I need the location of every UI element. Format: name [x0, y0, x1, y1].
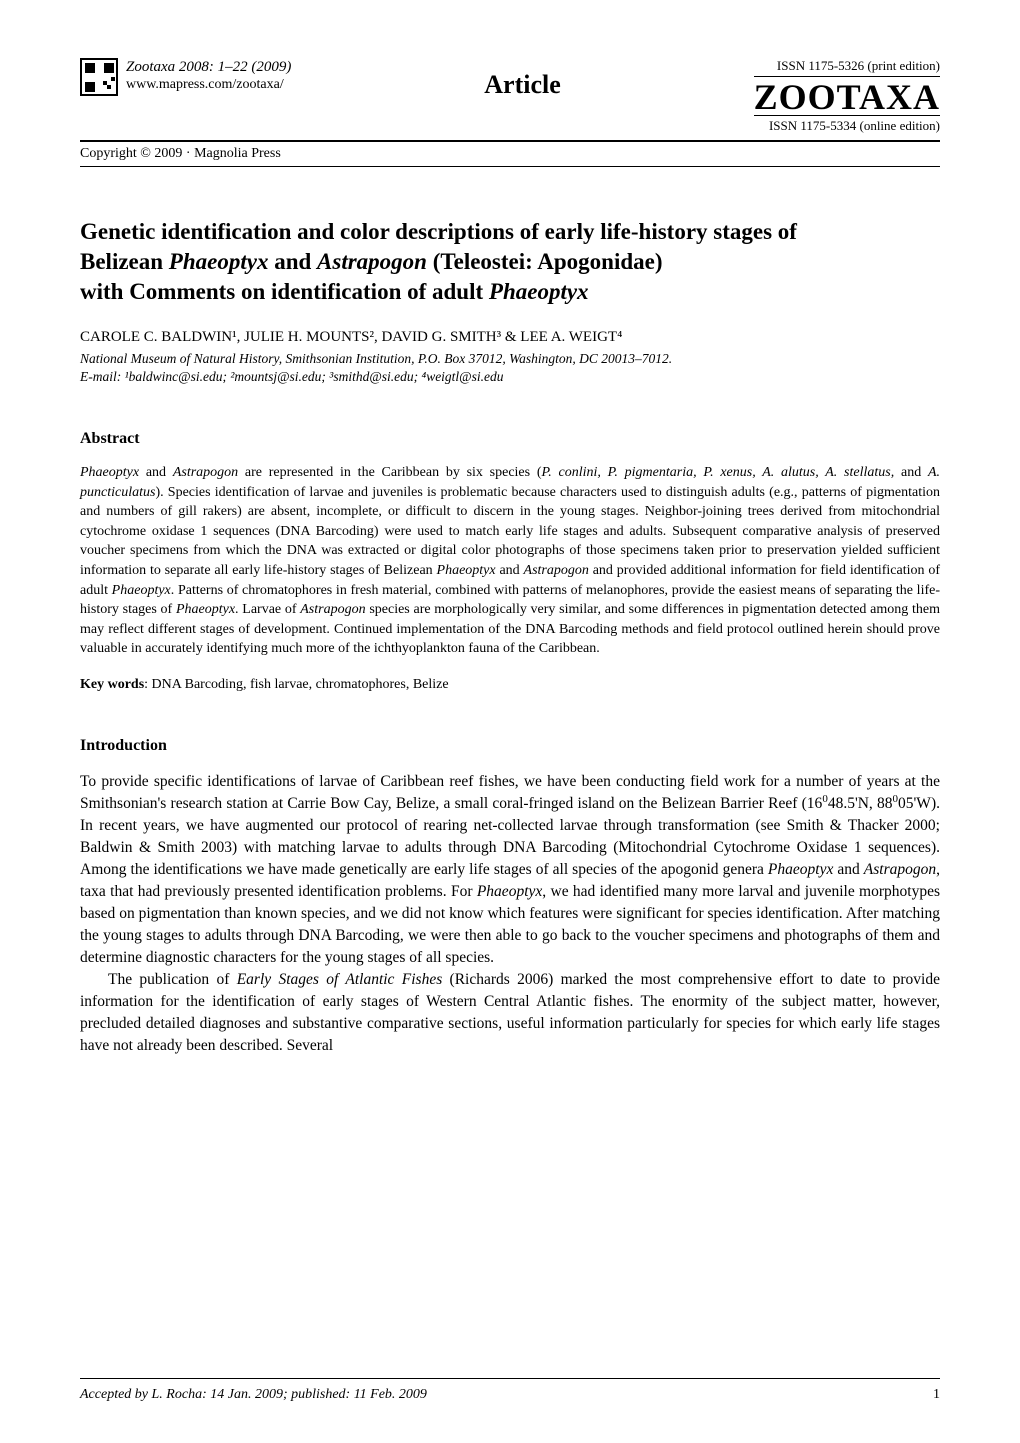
- affiliation-block: National Museum of Natural History, Smit…: [80, 350, 940, 386]
- issn-online: ISSN 1175-5334 (online edition): [754, 115, 940, 134]
- intro-paragraph-1: To provide specific identifications of l…: [80, 771, 940, 969]
- title-genus1: Phaeoptyx: [169, 249, 269, 274]
- intro-paragraph-2: The publication of Early Stages of Atlan…: [80, 969, 940, 1057]
- introduction-body: To provide specific identifications of l…: [80, 771, 940, 1057]
- title-line2e: (Teleostei: Apogonidae): [427, 249, 663, 274]
- title-genus3: Phaeoptyx: [489, 279, 589, 304]
- abstract-heading: Abstract: [80, 430, 940, 448]
- header-right-block: ISSN 1175-5326 (print edition) ZOOTAXA I…: [754, 58, 940, 134]
- qr-code-icon: [80, 58, 118, 96]
- article-label: Article: [484, 70, 561, 100]
- journal-header: Zootaxa 2008: 1–22 (2009) www.mapress.co…: [80, 58, 940, 167]
- title-line2c: and: [268, 249, 317, 274]
- journal-citation: Zootaxa 2008: 1–22 (2009): [126, 58, 291, 77]
- abstract-body: Phaeoptyx and Astrapogon are represented…: [80, 463, 940, 659]
- page-footer: Accepted by L. Rocha: 14 Jan. 2009; publ…: [80, 1378, 940, 1403]
- keywords-line: Key words: DNA Barcoding, fish larvae, c…: [80, 677, 940, 693]
- title-genus2: Astrapogon: [317, 249, 427, 274]
- copyright-text: Copyright © 2009 · Magnolia Press: [80, 146, 281, 162]
- issn-print: ISSN 1175-5326 (print edition): [754, 58, 940, 77]
- copyright-row: Copyright © 2009 · Magnolia Press: [80, 141, 940, 167]
- accepted-line: Accepted by L. Rocha: 14 Jan. 2009; publ…: [80, 1387, 427, 1403]
- header-top-row: Zootaxa 2008: 1–22 (2009) www.mapress.co…: [80, 58, 940, 141]
- journal-citation-block: Zootaxa 2008: 1–22 (2009) www.mapress.co…: [126, 58, 291, 93]
- keywords-label: Key words: [80, 677, 144, 692]
- affiliation-address: National Museum of Natural History, Smit…: [80, 351, 672, 366]
- authors-line: CAROLE C. BALDWIN¹, JULIE H. MOUNTS², DA…: [80, 329, 940, 346]
- title-line2a: Belizean: [80, 249, 169, 274]
- affiliation-emails: E-mail: ¹baldwinc@si.edu; ²mountsj@si.ed…: [80, 369, 503, 384]
- title-line3a: with Comments on identification of adult: [80, 279, 489, 304]
- zootaxa-logo: ZOOTAXA: [754, 79, 940, 115]
- introduction-heading: Introduction: [80, 737, 940, 755]
- title-line1: Genetic identification and color descrip…: [80, 219, 797, 244]
- keywords-text: : DNA Barcoding, fish larvae, chromatoph…: [144, 677, 448, 692]
- page-number: 1: [933, 1387, 940, 1403]
- header-left-block: Zootaxa 2008: 1–22 (2009) www.mapress.co…: [80, 58, 291, 96]
- journal-url: www.mapress.com/zootaxa/: [126, 77, 291, 93]
- article-title: Genetic identification and color descrip…: [80, 217, 940, 307]
